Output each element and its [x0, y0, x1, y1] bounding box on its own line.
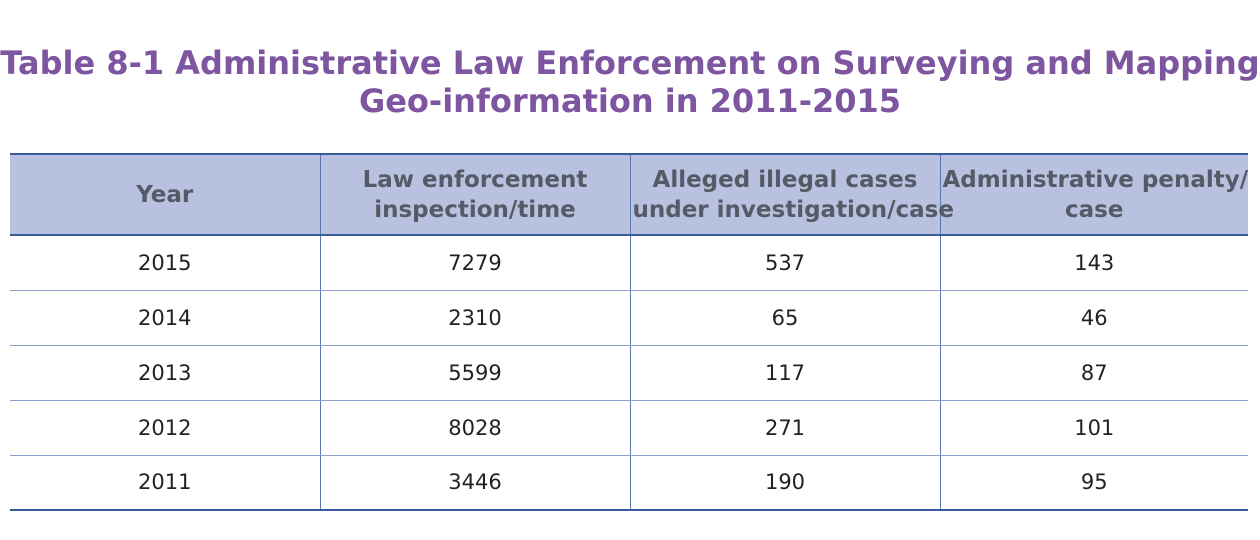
header-label: Alleged illegal cases	[652, 166, 918, 193]
table-row: 2013 5599 117 87	[10, 345, 1248, 401]
table-row: 2011 3446 190 95	[10, 455, 1248, 511]
cell-penalties: 143	[939, 235, 1248, 291]
cell-cases: 537	[629, 235, 940, 291]
header-administrative-penalty: Administrative penalty/ case	[939, 153, 1249, 236]
cell-inspections: 2310	[319, 290, 630, 346]
table-title-line-2: Geo-information in 2011-2015	[358, 82, 902, 120]
header-label: case	[1065, 196, 1124, 223]
header-label: Year	[136, 181, 194, 208]
header-label: inspection/time	[374, 196, 576, 223]
table-row: 2014 2310 65 46	[10, 290, 1248, 346]
table-row: 2015 7279 537 143	[10, 235, 1248, 291]
cell-year: 2012	[10, 400, 320, 456]
cell-inspections: 7279	[319, 235, 630, 291]
header-label: Administrative penalty/	[942, 166, 1249, 193]
header-row: Year Law enforcement inspection/time All…	[10, 153, 1249, 236]
cell-year: 2011	[10, 455, 320, 511]
cell-inspections: 3446	[319, 455, 630, 511]
enforcement-table: Year Law enforcement inspection/time All…	[10, 153, 1248, 511]
cell-cases: 117	[629, 345, 940, 401]
cell-cases: 271	[629, 400, 940, 456]
cell-year: 2015	[10, 235, 320, 291]
cell-inspections: 8028	[319, 400, 630, 456]
cell-penalties: 87	[939, 345, 1248, 401]
table-row: 2012 8028 271 101	[10, 400, 1248, 456]
cell-penalties: 46	[939, 290, 1248, 346]
table-title-line-1: Table 8-1 Administrative Law Enforcement…	[0, 44, 1260, 82]
cell-cases: 190	[629, 455, 940, 511]
cell-penalties: 101	[939, 400, 1248, 456]
cell-year: 2014	[10, 290, 320, 346]
cell-cases: 65	[629, 290, 940, 346]
header-label: under investigation/case	[632, 196, 954, 223]
cell-inspections: 5599	[319, 345, 630, 401]
header-law-enforcement-inspection: Law enforcement inspection/time	[319, 153, 630, 236]
table-title: Table 8-1 Administrative Law Enforcement…	[0, 44, 1260, 120]
cell-year: 2013	[10, 345, 320, 401]
header-alleged-illegal-cases: Alleged illegal cases under investigatio…	[629, 153, 954, 236]
cell-penalties: 95	[939, 455, 1248, 511]
header-year: Year	[10, 153, 320, 236]
header-label: Law enforcement	[362, 166, 588, 193]
